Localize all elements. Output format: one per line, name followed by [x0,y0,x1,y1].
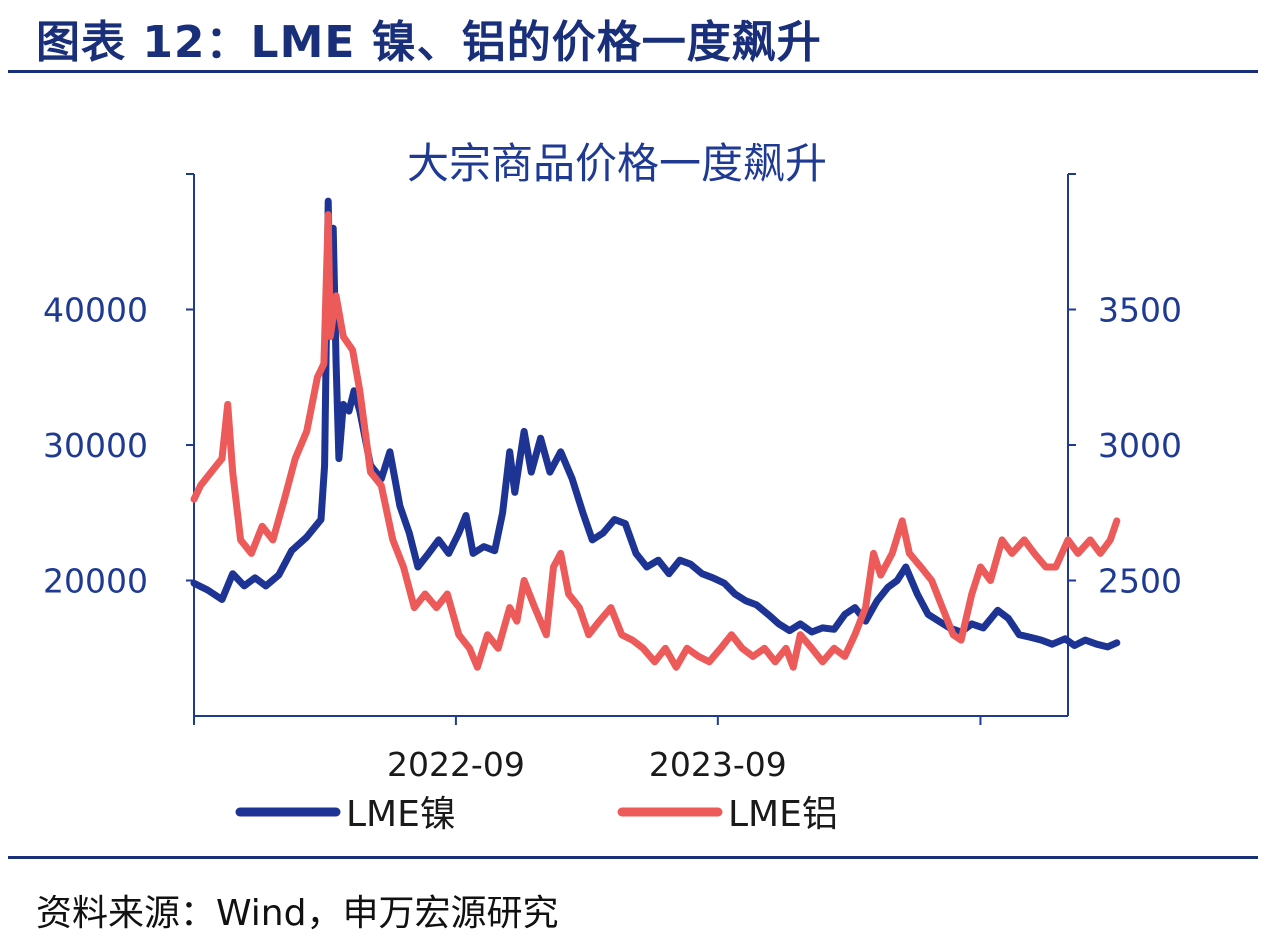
y-right-tick-label: 3500 [1098,291,1182,330]
y-left-tick-label: 40000 [43,291,148,330]
series-line-1 [190,211,1121,671]
series-layer [190,197,1121,671]
x-tick-label: 2022-09 [387,745,525,784]
legend-label: LME铝 [728,794,838,835]
title-divider [8,70,1258,73]
legend-label: LME镍 [346,794,456,835]
figure-title: 图表 12：LME 镍、铝的价格一度飙升 [36,17,822,68]
legend: LME镍 LME铝 [235,794,838,835]
axes: 20000 30000 40000 2500 3000 3500 2022-09 2023-0… [43,173,1182,784]
y-left-tick-label: 20000 [43,562,148,601]
source-note: 资料来源：Wind，申万宏源研究 [36,893,559,934]
chart: 大宗商品价格一度飙升 20000300004000025003000350020… [43,139,1182,835]
y-right-tick-label: 2500 [1098,562,1182,601]
x-tick-label: 2023-09 [649,745,787,784]
y-left-tick-label: 30000 [43,426,148,465]
chart-title: 大宗商品价格一度飙升 [407,139,827,188]
series-line-0 [190,197,1121,651]
y-right-tick-label: 3000 [1098,426,1182,465]
source-divider [8,856,1258,859]
